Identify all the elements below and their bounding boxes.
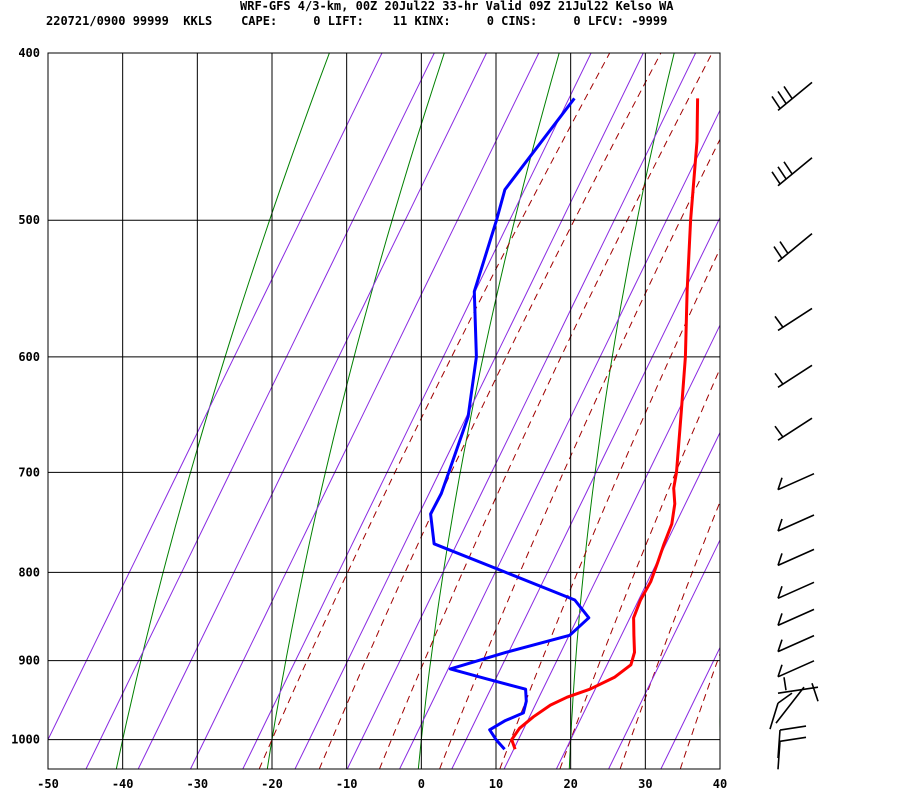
moist-adiabat: [439, 138, 720, 769]
dry-adiabat: [568, 53, 675, 769]
wind-barb: [777, 548, 815, 567]
wind-barb-glyph: [769, 686, 805, 730]
mixing-ratio-line: [451, 216, 720, 769]
wind-barb: [777, 725, 807, 759]
x-tick-label--10: -10: [336, 777, 358, 791]
y-tick-label-400: 400: [18, 46, 40, 60]
moist-adiabat: [499, 247, 720, 769]
plot-frame: [47, 52, 721, 770]
wind-barb: [774, 364, 813, 388]
wind-barb-glyph: [777, 634, 815, 653]
x-tick-label-20: 20: [563, 777, 577, 791]
dry-adiabat: [719, 663, 720, 769]
dry-adiabat: [864, 53, 900, 769]
wind-barb-glyph: [777, 660, 815, 678]
wind-barb-glyph: [774, 364, 813, 388]
moist-adiabat: [379, 53, 713, 769]
wind-barb-glyph: [771, 157, 813, 187]
dry-adiabat: [417, 53, 560, 769]
wind-barb: [777, 514, 815, 532]
y-tick-label-1000: 1000: [11, 733, 40, 747]
wind-barb: [777, 608, 815, 627]
wind-barb: [773, 232, 813, 263]
wind-barb-glyph: [777, 548, 815, 567]
wind-barb-glyph: [777, 581, 815, 600]
wind-barb-glyph: [777, 472, 815, 491]
wind-barb: [769, 686, 805, 730]
mixing-ratio-line: [137, 53, 487, 769]
moist-adiabat: [619, 500, 720, 769]
y-tick-label-700: 700: [18, 465, 40, 479]
wind-barb: [777, 472, 815, 491]
wind-barb: [777, 660, 815, 678]
wind-barb-glyph: [774, 307, 813, 332]
wind-barb: [771, 157, 813, 187]
wind-barb-glyph: [777, 608, 815, 627]
wind-barb-glyph: [777, 725, 807, 759]
x-tick-label--30: -30: [186, 777, 208, 791]
wind-barb-glyph: [777, 677, 819, 702]
stability-indices: 220721/0900 99999 KKLS CAPE: 0 LIFT: 11 …: [46, 14, 668, 28]
dry-adiabat: [115, 53, 330, 769]
mixing-ratio-line: [242, 53, 592, 769]
wind-barb-glyph: [771, 81, 813, 112]
moist-adiabat: [258, 53, 611, 769]
mixing-ratio-line: [608, 538, 720, 769]
chart-title: WRF-GFS 4/3-km, 00Z 20Jul22 33-hr Valid …: [240, 0, 674, 13]
wind-barb: [774, 417, 813, 441]
dewpoint-profile: [429, 97, 591, 751]
x-tick-label--50: -50: [37, 777, 59, 791]
mixing-ratio-line: [660, 646, 720, 769]
x-tick-label-10: 10: [489, 777, 503, 791]
mixing-ratio-line: [190, 53, 540, 769]
mixing-ratio-line: [85, 53, 435, 769]
wind-barb: [777, 581, 815, 600]
dry-adiabat: [266, 53, 445, 769]
mixing-ratio-line: [555, 431, 720, 769]
x-tick-label--40: -40: [112, 777, 134, 791]
mixing-ratio-line: [399, 109, 720, 769]
y-tick-label-900: 900: [18, 654, 40, 668]
wind-barb-glyph: [777, 736, 807, 770]
x-tick-label-30: 30: [638, 777, 652, 791]
wind-barb: [777, 677, 819, 702]
moist-adiabat: [318, 53, 662, 769]
wind-barb: [777, 736, 807, 770]
wind-barb: [771, 81, 813, 112]
wind-barb-glyph: [777, 514, 815, 532]
temperature-profile: [510, 98, 700, 750]
wind-barb: [777, 634, 815, 653]
x-tick-label-0: 0: [418, 777, 425, 791]
moist-adiabat: [679, 652, 720, 769]
wind-barb-glyph: [774, 417, 813, 441]
mixing-ratio-line: [503, 323, 720, 769]
y-tick-label-600: 600: [18, 350, 40, 364]
y-tick-label-500: 500: [18, 213, 40, 227]
mixing-ratio-line: [346, 53, 697, 769]
wind-barb: [774, 307, 813, 332]
mixing-ratio-line: [294, 53, 644, 769]
y-tick-label-800: 800: [18, 565, 40, 579]
x-tick-label--20: -20: [261, 777, 283, 791]
wind-barb-glyph: [773, 232, 813, 263]
x-tick-label-40: 40: [713, 777, 727, 791]
mixing-ratio-line: [48, 53, 383, 741]
